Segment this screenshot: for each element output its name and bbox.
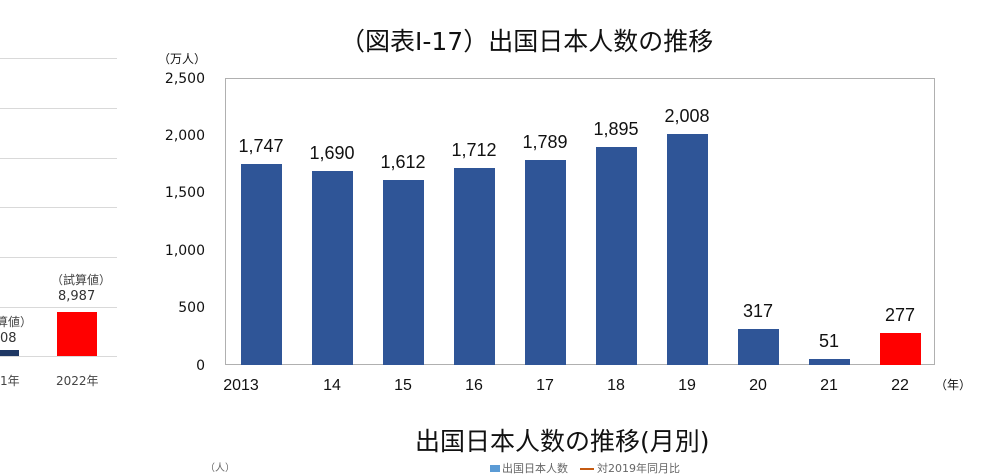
left-bar-2022: [57, 312, 97, 356]
gridline: [0, 307, 117, 308]
x-tick: 21: [820, 377, 838, 394]
x-tick: 19: [678, 377, 696, 394]
left-value-2022: 8,987: [58, 289, 96, 304]
gridline: [0, 257, 117, 258]
bar-14: [312, 171, 353, 365]
bar-value-label: 1,612: [380, 152, 426, 172]
bar-value-label: 1,690: [309, 143, 355, 163]
gridline: [0, 108, 117, 109]
gridline-axis: [0, 356, 117, 357]
legend-line-swatch-icon: [580, 468, 594, 470]
left-note-2022: （試算値）: [51, 273, 112, 287]
gridline: [0, 58, 117, 59]
bar-value-label: 1,789: [522, 132, 568, 152]
bar-19: [667, 134, 708, 365]
x-tick: 18: [607, 377, 625, 394]
bar-20: [738, 329, 779, 365]
left-bar-2021: [0, 350, 19, 356]
monthly-legend: 出国日本人数 対2019年同月比: [490, 460, 680, 476]
x-tick: 17: [536, 377, 554, 394]
bar-value-label: 1,747: [238, 136, 284, 156]
left-note-2021: 算値）: [0, 315, 33, 329]
x-tick: 15: [394, 377, 412, 394]
bar-value-label: 1,712: [451, 140, 497, 160]
legend-bar-swatch-icon: [490, 465, 500, 472]
bar-15: [383, 180, 424, 365]
x-axis-unit: （年）: [935, 378, 972, 392]
left-value-2021: 08: [0, 331, 17, 346]
y-tick: 2,500: [164, 71, 205, 87]
bar-21: [809, 359, 850, 365]
monthly-y-unit: （人）: [205, 463, 235, 474]
gridline: [0, 207, 117, 208]
bar-22: [880, 333, 921, 365]
y-axis-unit: （万人）: [158, 52, 207, 66]
bar-17: [525, 160, 566, 365]
bar-value-label: 51: [818, 331, 840, 351]
bar-16: [454, 168, 495, 365]
x-tick: 16: [465, 377, 483, 394]
bar-value-label: 1,895: [593, 119, 639, 139]
bar-18: [596, 147, 637, 365]
x-tick: 20: [749, 377, 767, 394]
bar-value-label: 277: [884, 305, 916, 325]
chart-title: （図表Ⅰ-17）出国日本人数の推移: [340, 27, 714, 56]
bar-value-label: 2,008: [664, 106, 710, 126]
y-tick: 0: [196, 358, 205, 374]
y-tick: 500: [178, 300, 205, 316]
plot-area: [225, 78, 935, 365]
left-xlabel-2022: 2022年: [56, 374, 99, 388]
x-tick: 22: [891, 377, 909, 394]
bar-value-label: 317: [742, 301, 774, 321]
y-tick: 2,000: [164, 128, 205, 144]
left-xlabel-2021: 1年: [0, 374, 20, 388]
gridline: [0, 158, 117, 159]
y-tick: 1,500: [164, 185, 205, 201]
bar-2013: [241, 164, 282, 365]
legend-item-departures: 出国日本人数: [502, 462, 568, 475]
legend-item-ratio: 対2019年同月比: [597, 462, 680, 475]
x-tick: 14: [323, 377, 341, 394]
x-tick: 2013: [223, 377, 259, 394]
monthly-chart-title: 出国日本人数の推移(月別): [415, 427, 710, 456]
y-tick: 1,000: [164, 243, 205, 259]
